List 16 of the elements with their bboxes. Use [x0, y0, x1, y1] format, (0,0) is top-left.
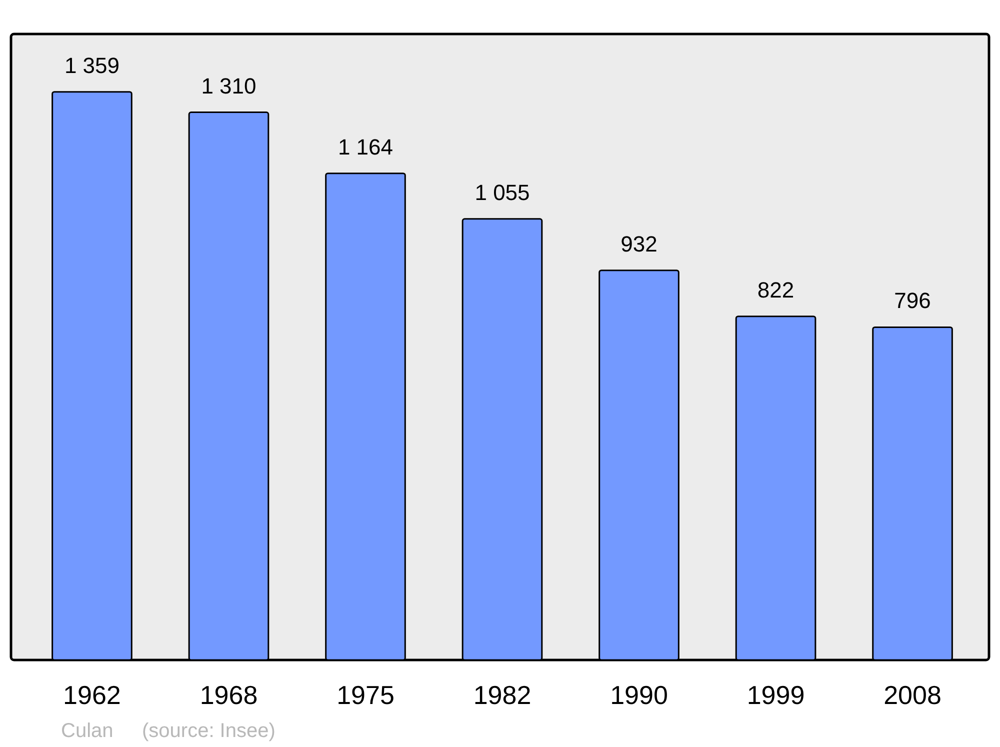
x-tick-label: 1962: [63, 680, 121, 710]
data-label: 796: [894, 288, 931, 314]
data-label: 1 310: [201, 73, 256, 98]
data-label: 932: [620, 231, 658, 256]
data-label: 1 164: [338, 134, 394, 160]
x-tick-label: 1975: [336, 680, 394, 710]
x-tick-label: 2008: [884, 680, 942, 710]
x-tick-label: 1990: [610, 680, 668, 710]
text: (source: Insee): [142, 720, 276, 742]
x-tick-label: 1968: [200, 680, 258, 710]
text: Culan: [61, 720, 114, 742]
data-label: 1 359: [64, 52, 120, 78]
data-label: 822: [757, 277, 794, 302]
data-label: 1 055: [474, 180, 530, 205]
x-tick-label: 1982: [473, 680, 532, 710]
x-tick-label: 1999: [746, 680, 805, 710]
